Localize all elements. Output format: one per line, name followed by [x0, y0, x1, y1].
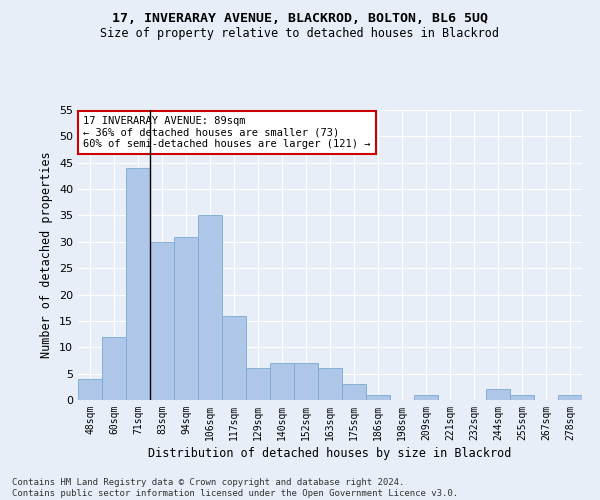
Bar: [102, 336, 126, 400]
Bar: [318, 368, 342, 400]
Y-axis label: Number of detached properties: Number of detached properties: [40, 152, 53, 358]
Bar: [246, 368, 270, 400]
Bar: [270, 363, 294, 400]
Bar: [414, 394, 438, 400]
Text: Size of property relative to detached houses in Blackrod: Size of property relative to detached ho…: [101, 28, 499, 40]
Bar: [294, 363, 318, 400]
Text: 17 INVERARAY AVENUE: 89sqm
← 36% of detached houses are smaller (73)
60% of semi: 17 INVERARAY AVENUE: 89sqm ← 36% of deta…: [83, 116, 371, 149]
Bar: [558, 394, 582, 400]
Bar: [78, 379, 102, 400]
Bar: [174, 236, 198, 400]
Bar: [150, 242, 174, 400]
Bar: [486, 390, 510, 400]
Bar: [366, 394, 390, 400]
Bar: [510, 394, 534, 400]
Bar: [222, 316, 246, 400]
Bar: [126, 168, 150, 400]
Bar: [198, 216, 222, 400]
Bar: [342, 384, 366, 400]
Text: Contains HM Land Registry data © Crown copyright and database right 2024.
Contai: Contains HM Land Registry data © Crown c…: [12, 478, 458, 498]
Text: 17, INVERARAY AVENUE, BLACKROD, BOLTON, BL6 5UQ: 17, INVERARAY AVENUE, BLACKROD, BOLTON, …: [112, 12, 488, 26]
X-axis label: Distribution of detached houses by size in Blackrod: Distribution of detached houses by size …: [148, 447, 512, 460]
